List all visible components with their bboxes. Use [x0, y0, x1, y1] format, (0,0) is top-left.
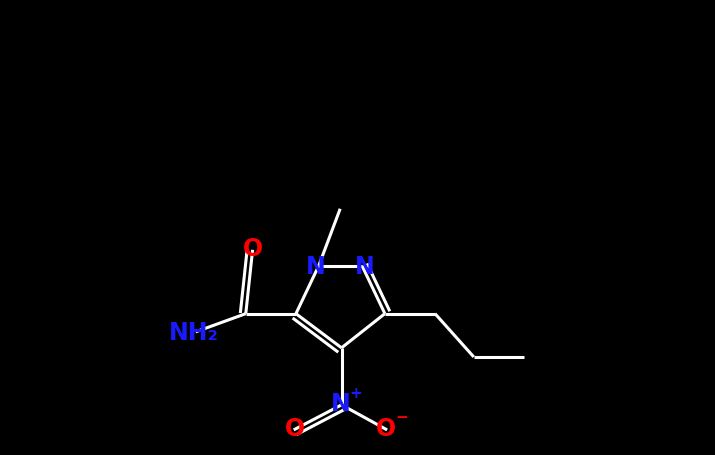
- Text: O: O: [242, 236, 262, 260]
- Text: N: N: [306, 254, 326, 278]
- Text: N: N: [355, 254, 375, 278]
- Text: +: +: [350, 385, 363, 399]
- Text: O: O: [376, 416, 396, 440]
- Text: NH₂: NH₂: [169, 320, 218, 344]
- Text: O: O: [285, 416, 305, 440]
- Text: −: −: [395, 409, 408, 424]
- Text: N: N: [331, 392, 350, 415]
